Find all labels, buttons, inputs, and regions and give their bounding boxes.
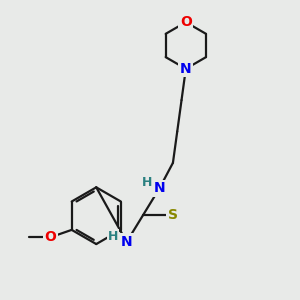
Text: O: O xyxy=(180,15,192,29)
Text: H: H xyxy=(142,176,152,189)
Text: H: H xyxy=(108,230,119,243)
Text: N: N xyxy=(180,62,192,76)
Text: N: N xyxy=(154,181,165,195)
Text: S: S xyxy=(168,208,178,222)
Text: O: O xyxy=(44,230,56,244)
Text: N: N xyxy=(121,235,133,249)
